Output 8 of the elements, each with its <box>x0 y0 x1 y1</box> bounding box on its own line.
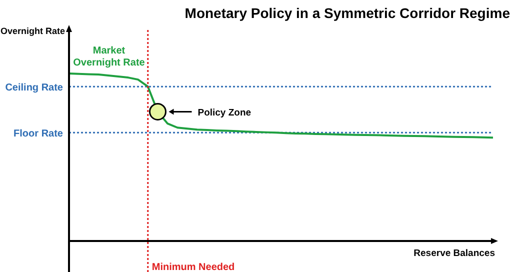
text: Minimum Needed <box>152 262 235 272</box>
ref-line-label: Ceiling Rate <box>5 82 64 94</box>
ref-line-label: Floor Rate <box>14 128 64 140</box>
y-axis-title: Overnight Rate <box>0 26 65 36</box>
annotation: Policy Zone <box>198 108 252 119</box>
chart-title: Monetary Policy in a Symmetric Corridor Regime <box>184 5 510 21</box>
series-label: Market Overnight Rate <box>73 46 146 69</box>
x-axis-title: Reserve Balances <box>414 248 495 259</box>
